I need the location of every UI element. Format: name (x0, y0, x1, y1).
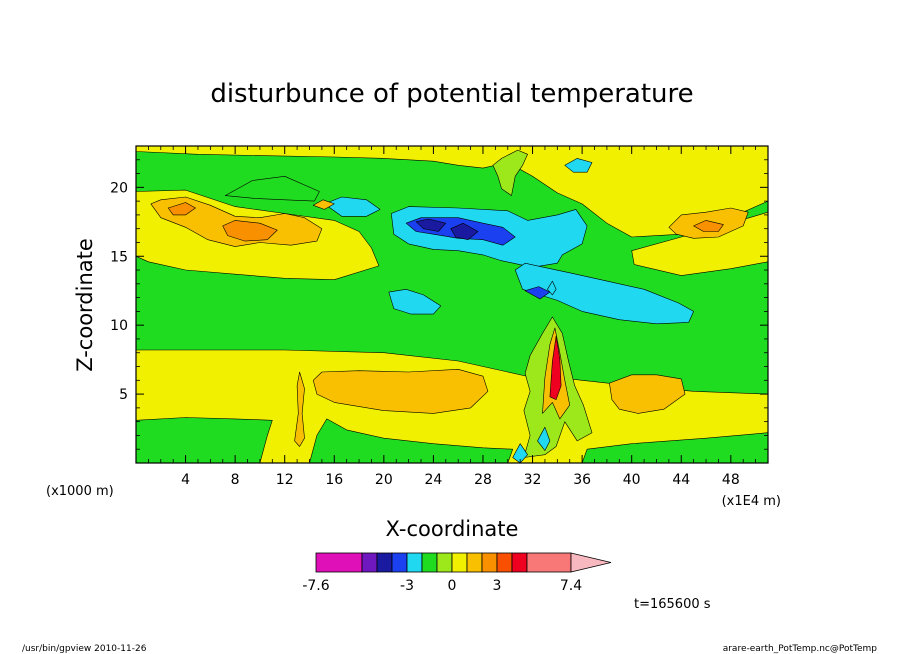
y-tick-label: 20 (110, 180, 128, 196)
x-axis: 4 8 12 16 20 24 28 32 36 40 44 48 (147, 146, 757, 488)
colorbar-label: -7.6 (302, 578, 329, 594)
colorbar-swatch (391, 552, 408, 573)
chart-title: disturbunce of potential temperature (210, 79, 693, 109)
x-tick-label: 48 (722, 472, 740, 488)
contour-region-3 (309, 418, 514, 463)
contour-region-23 (324, 196, 381, 217)
x-tick-label: 16 (325, 472, 343, 488)
contour-region-33 (294, 371, 305, 447)
time-label: t=165600 s (634, 597, 711, 612)
colorbar-label: -3 (400, 578, 414, 594)
contour-region-11 (167, 202, 196, 216)
contour-region-5 (312, 368, 489, 414)
contour-region-2 (136, 417, 273, 463)
y-axis: 5 10 15 20 (110, 159, 768, 450)
colorbar-swatch (406, 552, 423, 573)
contour-region-14 (693, 220, 724, 232)
contour-region-15 (224, 176, 320, 202)
contour-region-24 (564, 158, 593, 173)
x-axis-label: X-coordinate (386, 517, 519, 541)
contour-regions (136, 146, 768, 463)
footer-left: /usr/bin/gpview 2010-11-26 (22, 644, 147, 654)
x-tick-label: 20 (375, 472, 393, 488)
x-tick-label: 44 (672, 472, 690, 488)
colorbar-arrow (570, 552, 612, 573)
colorbar-swatch (376, 552, 393, 573)
y-unit-label: (x1000 m) (46, 484, 114, 499)
colorbar-swatch (361, 552, 378, 573)
contour-region-31 (537, 426, 551, 451)
colorbar-swatch (496, 552, 513, 573)
contour-region-22 (388, 288, 442, 315)
contour-region-20 (514, 262, 694, 325)
colorbar-label: 0 (448, 578, 457, 594)
contour-region-32 (547, 280, 557, 296)
x-tick-label: 32 (524, 472, 542, 488)
x-tick-label: 24 (424, 472, 442, 488)
y-tick-label: 5 (119, 387, 128, 403)
plot-area (135, 145, 769, 464)
colorbar-swatch (451, 552, 468, 573)
x-tick-label: 28 (474, 472, 492, 488)
colorbar-swatch (526, 552, 572, 573)
plot-frame (135, 145, 769, 464)
colorbar: -7.6 -3 0 3 7.4 (302, 552, 612, 594)
y-axis-label: Z-coordinate (73, 238, 97, 372)
footer-right: arare-earth_PotTemp.nc@PotTemp (723, 644, 878, 654)
x-tick-label: 36 (573, 472, 591, 488)
colorbar-swatch (421, 552, 438, 573)
contour-region-30 (512, 443, 528, 463)
x-tick-label: 4 (181, 472, 190, 488)
colorbar-swatch (315, 552, 363, 573)
colorbar-swatch (511, 552, 528, 573)
colorbar-swatch (481, 552, 498, 573)
contour-region-18 (415, 218, 447, 232)
x-tick-label: 40 (623, 472, 641, 488)
x-unit-label: (x1E4 m) (722, 494, 781, 509)
contour-region-6 (609, 374, 686, 414)
contour-region-25 (312, 199, 335, 210)
colorbar-swatch (436, 552, 453, 573)
y-tick-label: 10 (110, 318, 128, 334)
contour-region-29 (549, 335, 562, 400)
y-tick-label: 15 (110, 249, 128, 265)
x-tick-label: 12 (276, 472, 294, 488)
contour-region-4 (581, 432, 768, 463)
contour-region-12 (222, 220, 278, 242)
colorbar-label: 7.4 (560, 578, 582, 594)
contour-region-26 (492, 149, 528, 196)
x-tick-label: 8 (231, 472, 240, 488)
colorbar-swatch (466, 552, 483, 573)
contour-region-19 (450, 222, 479, 240)
colorbar-label: 3 (493, 578, 502, 594)
